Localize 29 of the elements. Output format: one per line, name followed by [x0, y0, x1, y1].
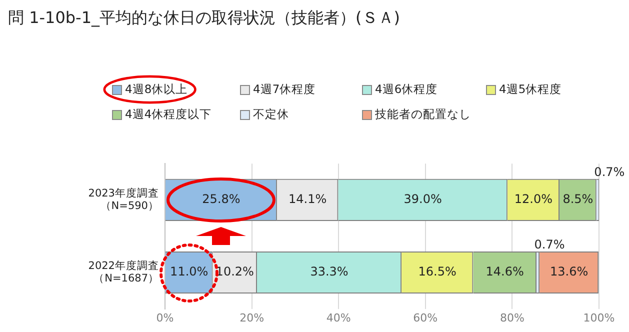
data-label: 14.6%: [486, 264, 524, 279]
data-label: 33.3%: [310, 264, 348, 279]
data-label: 13.6%: [550, 264, 588, 279]
legend-label: 4週8休以上: [125, 82, 188, 97]
x-tick-label: 80%: [500, 311, 524, 324]
legend-label: 不定休: [253, 107, 289, 122]
y-tick-label: 2022年度調査（N=1687）: [88, 258, 159, 285]
data-label: 0.7%: [534, 238, 565, 252]
x-tick-label: 40%: [326, 311, 351, 324]
data-label: 11.0%: [170, 264, 208, 279]
x-tick-label: 0%: [156, 311, 174, 324]
y-tick-label: 2023年度調査（N=590）: [88, 186, 159, 212]
data-label: 10.2%: [216, 264, 254, 279]
data-label: 0.7%: [594, 164, 625, 179]
data-label: 8.5%: [562, 192, 594, 206]
chart-title: 問 1-10b-1_平均的な休日の取得状況（技能者）(ＳＡ): [8, 8, 400, 29]
x-tick-label: 100%: [583, 311, 615, 324]
legend-label: 4週4休程度以下: [125, 107, 212, 122]
data-label: 12.0%: [514, 192, 553, 206]
data-label: 25.8%: [202, 192, 240, 206]
legend-label: 技能者の配置なし: [375, 107, 471, 122]
x-tick-label: 60%: [413, 311, 438, 324]
data-label: 16.5%: [418, 264, 456, 279]
legend-label: 4週5休程度: [499, 82, 562, 97]
data-label: 14.1%: [288, 192, 327, 206]
data-label: 39.0%: [404, 192, 442, 206]
legend-label: 4週7休程度: [253, 82, 316, 97]
legend-label: 4週6休程度: [375, 82, 438, 97]
x-tick-label: 20%: [240, 311, 264, 324]
